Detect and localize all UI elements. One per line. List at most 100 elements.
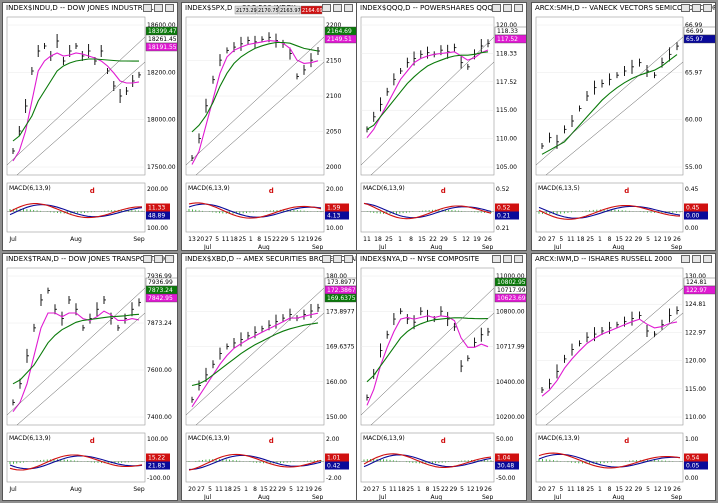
chart-panel-2[interactable]: INDEX$SPX,D -- S&P 500 INDEX220021502100… [181,2,357,251]
x-tick-label: 26 [484,236,492,243]
value-badge [494,34,526,44]
chart-panel-8[interactable]: ARCX:IWM,D -- ISHARES RUSSELL 2000 130.00… [531,253,716,501]
macd-line [538,452,681,469]
x-tick-label: 27 [197,486,205,493]
macd-value-label: 0.05 [686,463,700,470]
chart-panel-7[interactable]: INDEX$NYA,D -- NYSE COMPOSITE 11000.00 108… [356,253,527,501]
close-icon[interactable] [165,4,174,12]
close-icon[interactable] [703,4,712,12]
x-tick-label: 5 [291,236,295,243]
trend-line [195,61,325,176]
x-tick-label: 27 [548,236,556,243]
x-tick-label: 15 [260,486,268,493]
x-tick-label: 26 [673,486,681,493]
chart-panel-3[interactable]: INDEX$QQQ,D -- POWERSHARES QQQ 120.00 118.… [356,2,527,251]
y-tick-label: 130.00 [685,273,706,280]
x-tick-label: 11 [567,486,575,493]
y-tick-label: 11000.00 [496,273,525,280]
macd-plot-frame [535,432,684,483]
maximize-icon[interactable] [154,4,163,12]
x-tick-label: 5 [559,236,563,243]
month-label: Sep [482,494,494,501]
chart-panel-1[interactable]: INDEX$INDU,D -- DOW JONES INDUSTRIAL 1860… [2,2,178,251]
trend-line [370,61,495,176]
minimize-icon[interactable] [492,4,501,12]
x-tick-label: 29 [635,486,643,493]
chart-panel-6[interactable]: INDEX$XBD,D -- AMEX SECURITIES BROKER/DE… [181,253,357,501]
x-tick-label: Jul [8,236,17,243]
top-value-box [278,5,301,15]
y-tick-label: 18000.00 [147,117,176,124]
top-value-box [234,5,257,15]
close-icon[interactable] [514,255,523,263]
minimize-icon[interactable] [143,4,152,12]
month-label: Jul [553,494,562,501]
close-icon[interactable] [165,255,174,263]
price-plot-frame [535,16,684,176]
value-badge-label: 18191.55 [148,44,177,51]
macd-line [363,202,492,220]
maximize-icon[interactable] [503,255,512,263]
chart-panel-4[interactable]: ARCX:SMH,D -- VANECK VECTORS SEMICONDUCT… [531,2,716,251]
series-line-sma_slow [366,317,489,383]
minimize-icon[interactable] [681,4,690,12]
y-tick-label: 173.8977 [326,308,355,315]
month-label: Aug [613,244,625,251]
x-tick-label: 22 [625,236,633,243]
maximize-icon[interactable] [692,4,701,12]
panel-title: INDEX$QQQ,D -- POWERSHARES QQQ [360,4,493,12]
maximize-icon[interactable] [154,255,163,263]
series-line-sma_fast [12,310,140,413]
y-tick-label: 7873.24 [147,320,172,327]
x-tick-label: 18 [374,236,382,243]
chart-svg: 120.00118.33117.52115.00110.00105.00118.… [360,16,526,250]
macd-signal-line [538,453,681,468]
close-icon[interactable] [514,4,523,12]
value-badge [145,293,177,303]
value-badge-label: 7873.24 [148,287,173,294]
close-icon[interactable] [703,255,712,263]
x-tick-label: 11 [363,236,371,243]
maximize-icon[interactable] [333,255,342,263]
x-tick-label: Sep [133,236,145,243]
chart-panel-5[interactable]: INDEX$TRAN,D -- DOW JONES TRANSPORTATION… [2,253,178,501]
x-tick-label: 8 [409,236,413,243]
x-tick-label: Aug [70,236,82,243]
macd-label: MACD(6,13,9) [363,435,405,442]
y-tick-label: 10717.99 [496,344,525,351]
x-tick-label: 19 [473,236,481,243]
value-badge-label: 18399.47 [148,28,177,35]
y-tick-label: 115.00 [496,107,517,114]
macd-value-badge [495,461,519,470]
y-tick-label: 2050 [326,129,341,136]
month-label: Jul [203,494,212,501]
x-tick-label: 15 [615,486,623,493]
x-tick-label: 20 [363,486,371,493]
chart-svg: 18600.00 18200.00 18000.00 17500.00 18399.47… [6,16,177,243]
x-tick-label: 26 [314,486,322,493]
x-tick-label: 11 [567,236,575,243]
minimize-icon[interactable] [492,255,501,263]
chart-svg: 220021502100205020002164.692149.512173.2… [185,5,356,251]
x-tick-label: 5 [559,486,563,493]
close-icon[interactable] [344,4,353,12]
minimize-icon[interactable] [322,255,331,263]
minimize-icon[interactable] [322,4,331,12]
chart-svg: 66.9965.9760.0055.0066.9965.97MACD(6,13,… [535,16,715,251]
maximize-icon[interactable] [503,4,512,12]
macd-value-label: 0.21 [497,213,511,220]
close-icon[interactable] [344,255,353,263]
maximize-icon[interactable] [333,4,342,12]
macd-tick-label: 100.00 [147,436,168,443]
month-label: Aug [258,244,270,251]
month-label: Sep [671,244,683,251]
x-tick-label: 12 [297,236,305,243]
x-tick-label: 22 [269,486,277,493]
macd-signal-line [363,202,492,219]
minimize-icon[interactable] [681,255,690,263]
x-tick-label: 22 [441,486,449,493]
maximize-icon[interactable] [692,255,701,263]
macd-tick-label: -2.00 [326,475,342,482]
minimize-icon[interactable] [143,255,152,263]
divergence-marker: d [624,437,629,445]
